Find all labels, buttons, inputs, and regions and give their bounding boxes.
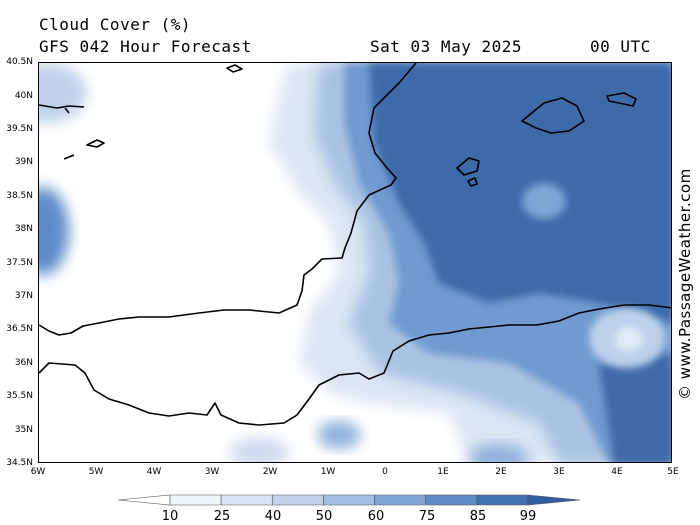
legend-color-swatch (323, 494, 375, 506)
lat-label: 35N (14, 425, 33, 435)
legend-tick: 40 (264, 509, 282, 524)
lat-label: 36N (14, 358, 33, 368)
legend-tick: 60 (367, 509, 385, 524)
legend-color-swatch (220, 494, 273, 506)
lat-label: 34.5N (6, 458, 33, 468)
lon-label: 4W (146, 467, 162, 477)
lat-label: 37N (14, 291, 33, 301)
lon-label: 3E (553, 467, 565, 477)
legend-color-swatch (271, 494, 324, 506)
legend-color-swatch (169, 494, 222, 506)
legend-color-swatch (118, 494, 171, 506)
lon-label: 0 (382, 467, 388, 477)
legend-tick: 85 (469, 509, 487, 524)
lon-label: 1E (437, 467, 449, 477)
lon-label: 5W (88, 467, 104, 477)
legend-tick: 50 (315, 509, 333, 524)
lat-label: 36.5N (6, 324, 33, 334)
watermark-text: © www.PassageWeather.com (676, 168, 694, 400)
legend-color-swatch (527, 494, 580, 506)
lat-label: 37.5N (6, 258, 33, 268)
lon-label: 5E (667, 467, 679, 477)
lon-label: 1W (320, 467, 336, 477)
lat-label: 39.5N (6, 124, 33, 134)
lat-label: 38.5N (6, 191, 33, 201)
lon-label: 3W (204, 467, 220, 477)
legend-tick: 75 (418, 509, 436, 524)
cloud-cover-map (38, 62, 672, 463)
legend-color-swatch (476, 494, 529, 506)
forecast-time: 00 UTC (590, 37, 651, 56)
lon-label: 6W (30, 467, 46, 477)
cloud-field (39, 63, 671, 462)
legend-tick: 99 (519, 509, 537, 524)
forecast-model-label: GFS 042 Hour Forecast (39, 37, 252, 56)
legend-tick: 10 (161, 509, 179, 524)
lat-label: 39N (14, 157, 33, 167)
watermark-credit: © www.PassageWeather.com (676, 150, 698, 400)
lon-label: 2E (495, 467, 507, 477)
map-title: Cloud Cover (%) (39, 15, 191, 34)
legend-tick: 25 (213, 509, 231, 524)
coastline (39, 63, 671, 426)
legend-color-swatch (374, 494, 427, 506)
lat-label: 35.5N (6, 391, 33, 401)
legend-color-swatch (425, 494, 478, 506)
color-scale-legend (118, 494, 580, 506)
lon-label: 4E (611, 467, 623, 477)
lat-label: 40.5N (6, 57, 33, 67)
lat-label: 38N (14, 224, 33, 234)
lon-label: 2W (262, 467, 278, 477)
lat-label: 40N (14, 91, 33, 101)
map-canvas (39, 63, 671, 462)
forecast-date: Sat 03 May 2025 (370, 37, 522, 56)
